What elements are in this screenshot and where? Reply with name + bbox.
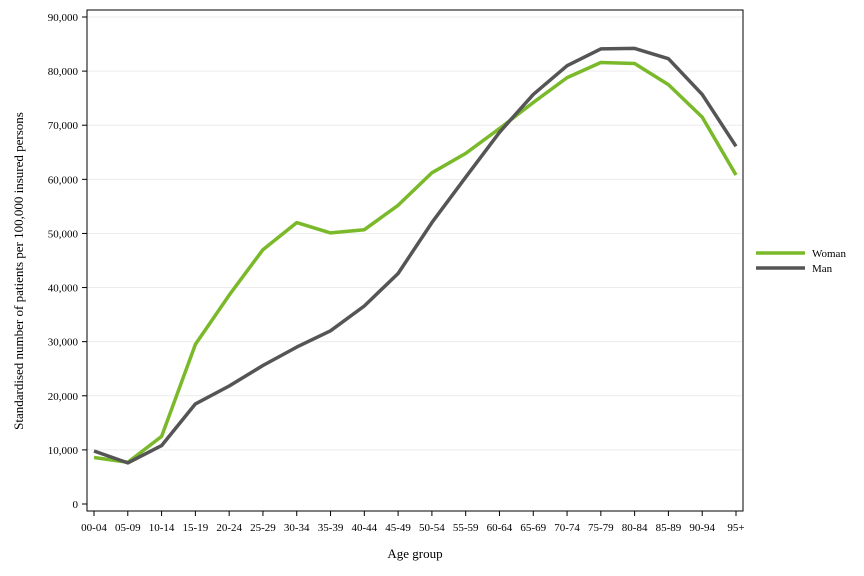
x-tick-label: 10-14	[149, 522, 175, 534]
x-tick-label: 35-39	[318, 522, 344, 534]
x-tick-label: 95+	[727, 522, 744, 534]
x-tick-label: 70-74	[554, 522, 580, 534]
x-tick-label: 15-19	[183, 522, 209, 534]
y-tick-label: 40,000	[48, 283, 79, 295]
x-tick-label: 90-94	[689, 522, 715, 534]
x-tick-label: 55-59	[453, 522, 479, 534]
x-tick-label: 30-34	[284, 522, 310, 534]
series-lines	[93, 46, 738, 465]
x-tick-label: 05-09	[115, 522, 141, 534]
y-tick-label: 50,000	[48, 228, 79, 240]
plot-frame	[86, 9, 744, 512]
legend-label-woman: Woman	[812, 248, 846, 260]
y-tick-label: 10,000	[48, 445, 79, 457]
x-tick-label: 25-29	[250, 522, 276, 534]
y-tick-label: 30,000	[48, 337, 79, 349]
y-tick-label: 90,000	[48, 12, 79, 24]
legend-label-man: Man	[812, 263, 833, 275]
x-axis: 00-04 05-09 10-14 15-19 20-24 25-29 30-34 35-39…	[81, 511, 745, 534]
y-tick-label: 80,000	[48, 66, 79, 78]
series-line-man	[93, 46, 738, 465]
x-tick-label: 75-79	[588, 522, 614, 534]
legend: Woman Man	[756, 248, 846, 275]
gridlines	[88, 16, 742, 451]
x-tick-label: 20-24	[216, 522, 242, 534]
x-tick-label: 65-69	[520, 522, 546, 534]
series-line-woman	[93, 60, 738, 465]
y-axis-title: Standardised number of patients per 100,…	[11, 112, 26, 430]
y-tick-label: 20,000	[48, 391, 79, 403]
x-tick-label: 85-89	[656, 522, 682, 534]
y-axis: 0 10,000 20,000 30,000 40,000 50,000 60,000 70,…	[48, 12, 87, 511]
y-tick-label: 60,000	[48, 174, 79, 186]
y-tick-label: 0	[73, 499, 79, 511]
y-tick-label: 70,000	[48, 120, 79, 132]
x-tick-label: 80-84	[622, 522, 648, 534]
x-axis-title: Age group	[387, 546, 442, 561]
x-tick-label: 45-49	[385, 522, 411, 534]
x-tick-label: 50-54	[419, 522, 445, 534]
x-tick-label: 40-44	[351, 522, 377, 534]
x-tick-label: 60-64	[487, 522, 513, 534]
x-tick-label: 00-04	[81, 522, 107, 534]
